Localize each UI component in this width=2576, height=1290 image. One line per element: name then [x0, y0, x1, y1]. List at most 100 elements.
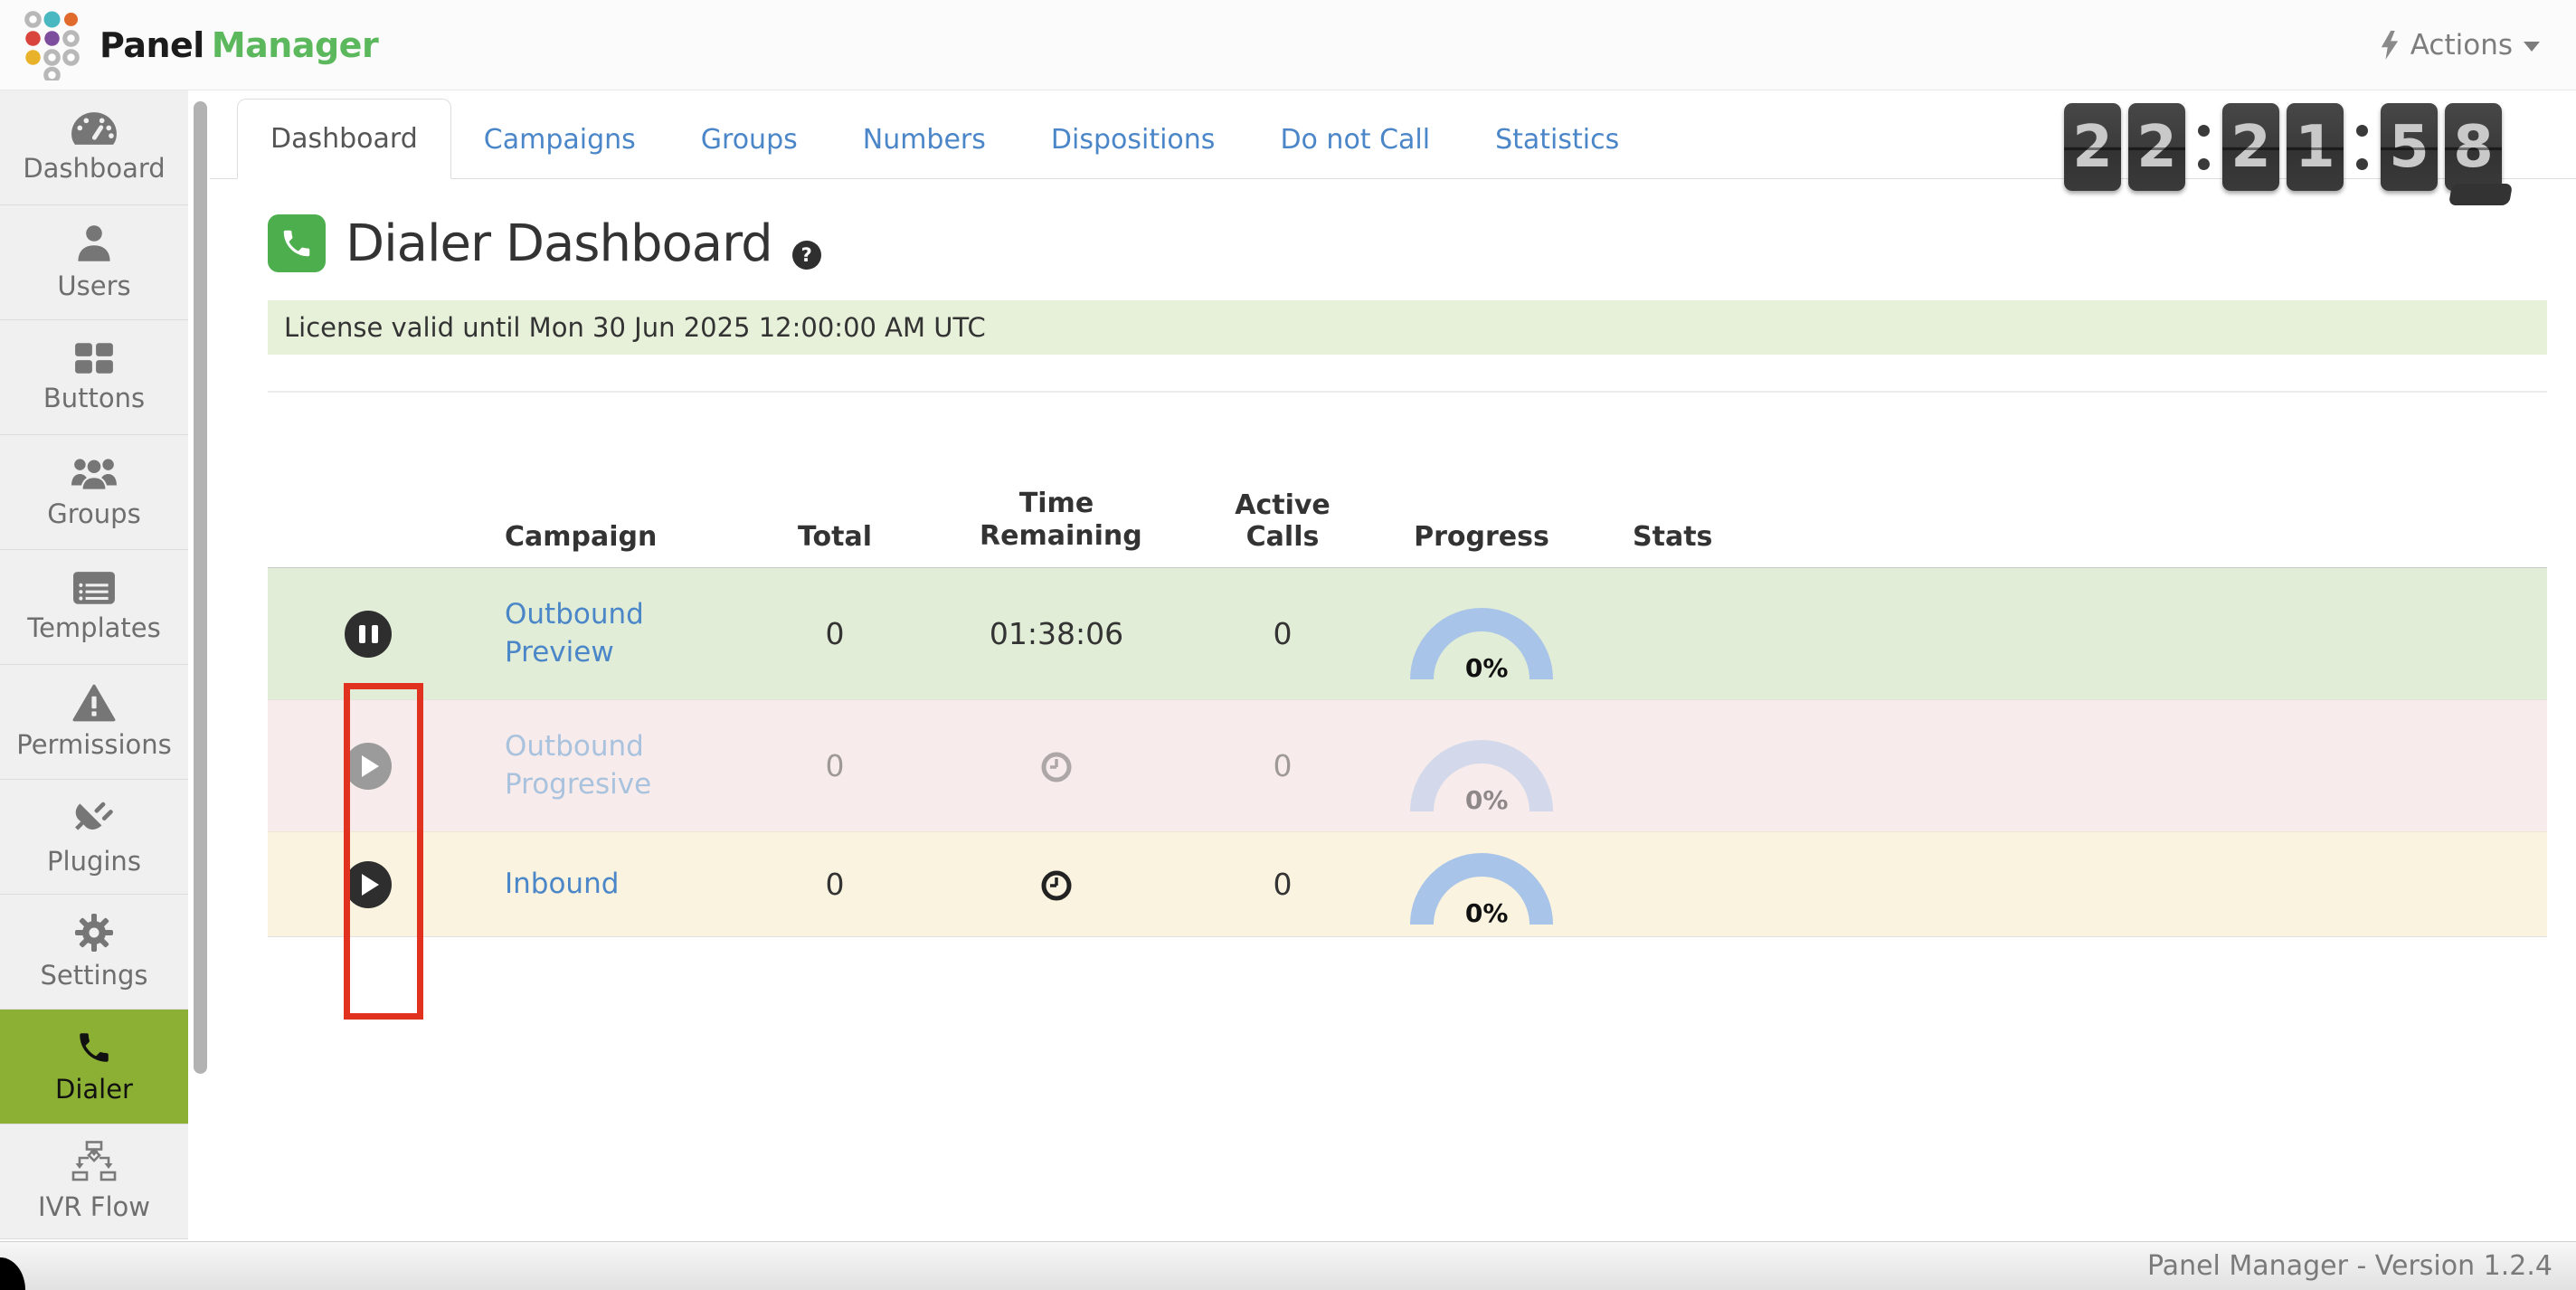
- tab-groups[interactable]: Groups: [700, 124, 798, 156]
- clock-digit: 2: [2128, 103, 2185, 191]
- sidebar-item-plugins[interactable]: Plugins: [0, 780, 188, 895]
- footer: Panel Manager - Version 1.2.4: [0, 1241, 2576, 1290]
- sidebar-item-label: Groups: [47, 498, 141, 529]
- campaign-row-outbound-preview: Outbound Preview 0 01:38:06 0 0%: [268, 567, 2547, 699]
- sidebar-item-label: Templates: [27, 612, 161, 643]
- gauge-icon: [71, 112, 117, 145]
- active-calls-value: 0: [1273, 616, 1293, 651]
- page-title: Dialer Dashboard: [346, 213, 773, 273]
- help-icon[interactable]: ?: [791, 241, 821, 270]
- sidebar-item-label: Buttons: [43, 383, 146, 413]
- clock-digit: 5: [2381, 103, 2438, 191]
- brand-primary: Panel: [99, 24, 204, 65]
- sidebar-item-label: IVR Flow: [38, 1191, 150, 1222]
- gear-icon: [75, 914, 113, 952]
- col-header-stats: Stats: [1633, 521, 1713, 553]
- sidebar-item-templates[interactable]: Templates: [0, 550, 188, 665]
- lightning-bolt-icon: [2381, 30, 2398, 60]
- campaign-link[interactable]: Outbound Preview: [505, 597, 644, 669]
- total-value: 0: [825, 748, 845, 783]
- user-icon: [78, 225, 110, 261]
- progress-gauge: 0%: [1409, 605, 1554, 683]
- total-value: 0: [825, 867, 845, 902]
- play-button[interactable]: [345, 860, 392, 908]
- section-divider: [268, 391, 2547, 393]
- clock-digit: 1: [2287, 103, 2344, 191]
- phone-badge-icon: [268, 214, 326, 272]
- active-calls-value: 0: [1273, 748, 1293, 783]
- main-content: Dashboard Campaigns Groups Numbers Dispo…: [210, 90, 2576, 1241]
- dot-grid-logo-icon: [24, 10, 80, 81]
- sidebar-item-label: Permissions: [16, 729, 172, 760]
- col-header-time-remaining: Time Remaining: [980, 488, 1142, 552]
- col-header-campaign: Campaign: [505, 521, 658, 553]
- tab-numbers[interactable]: Numbers: [862, 124, 986, 156]
- sidebar-item-label: Users: [57, 270, 131, 301]
- sidebar-item-groups[interactable]: Groups: [0, 435, 188, 550]
- sidebar-scrollbar[interactable]: [194, 101, 207, 1074]
- clock-icon: [1041, 752, 1072, 783]
- total-value: 0: [825, 616, 845, 651]
- tab-dashboard[interactable]: Dashboard: [237, 99, 451, 179]
- sidebar-item-label: Plugins: [47, 846, 141, 877]
- actions-label: Actions: [2410, 28, 2513, 62]
- sidebar-item-label: Dashboard: [23, 153, 166, 184]
- tab-bar: Dashboard Campaigns Groups Numbers Dispo…: [210, 90, 2576, 179]
- tab-campaigns[interactable]: Campaigns: [483, 124, 636, 156]
- progress-value: 0%: [1464, 652, 1509, 683]
- sidebar-item-buttons[interactable]: Buttons: [0, 320, 188, 435]
- col-header-progress: Progress: [1414, 521, 1549, 553]
- sidebar-item-ivr-flow[interactable]: IVR Flow: [0, 1124, 188, 1239]
- flowchart-icon: [71, 1141, 117, 1181]
- clock-colon: [2198, 124, 2210, 170]
- chevron-down-icon: [2524, 42, 2540, 52]
- sidebar-item-dialer[interactable]: Dialer: [0, 1010, 188, 1124]
- sidebar: Dashboard Users Buttons: [0, 90, 210, 1241]
- actions-dropdown[interactable]: Actions: [2380, 29, 2540, 62]
- plug-icon: [75, 802, 113, 830]
- countdown-clock: 2 2 2 1 5 8: [2064, 103, 2502, 191]
- sidebar-item-label: Dialer: [55, 1074, 133, 1105]
- sidebar-item-users[interactable]: Users: [0, 205, 188, 320]
- sidebar-item-label: Settings: [40, 960, 148, 991]
- col-header-total: Total: [798, 521, 872, 553]
- clock-icon: [1041, 870, 1072, 901]
- highlight-box: [344, 683, 423, 1020]
- sidebar-item-permissions[interactable]: Permissions: [0, 665, 188, 780]
- campaign-table-header: Campaign Total Time Remaining Active Cal…: [268, 393, 2547, 567]
- phone-icon: [80, 1033, 109, 1062]
- clock-digit: 8: [2445, 103, 2502, 191]
- campaign-row-outbound-progresive: Outbound Progresive 0 0 0%: [268, 699, 2547, 831]
- warning-triangle-icon: [72, 684, 116, 722]
- page-header: Dialer Dashboard ?: [268, 212, 2547, 275]
- time-remaining-value: 01:38:06: [989, 616, 1124, 651]
- play-button-disabled[interactable]: [345, 742, 392, 790]
- pause-button[interactable]: [345, 610, 392, 658]
- campaign-link[interactable]: Inbound: [505, 868, 620, 901]
- campaign-row-inbound: Inbound 0 0 0%: [268, 831, 2547, 937]
- people-icon: [71, 458, 117, 491]
- app-logo: Panel Manager: [24, 10, 379, 81]
- clock-digit: 2: [2222, 103, 2279, 191]
- active-calls-value: 0: [1273, 867, 1293, 902]
- clock-colon: [2356, 124, 2368, 170]
- play-icon: [362, 873, 379, 896]
- progress-value: 0%: [1464, 784, 1509, 815]
- top-bar: Panel Manager Actions: [0, 0, 2576, 90]
- progress-gauge: 0%: [1409, 737, 1554, 815]
- grid-icon: [75, 343, 113, 374]
- version-text: Panel Manager - Version 1.2.4: [2146, 1250, 2552, 1282]
- sidebar-item-dashboard[interactable]: Dashboard: [0, 90, 188, 205]
- progress-gauge: 0%: [1409, 850, 1554, 928]
- list-card-icon: [73, 572, 115, 604]
- tab-dispositions[interactable]: Dispositions: [1050, 124, 1216, 156]
- brand-secondary: Manager: [211, 24, 379, 65]
- col-header-active-calls: Active Calls: [1235, 489, 1331, 553]
- tab-do-not-call[interactable]: Do not Call: [1280, 124, 1431, 156]
- campaign-link[interactable]: Outbound Progresive: [505, 729, 652, 801]
- clock-digit: 2: [2064, 103, 2121, 191]
- play-icon: [362, 754, 379, 777]
- progress-value: 0%: [1464, 897, 1509, 928]
- tab-statistics[interactable]: Statistics: [1495, 124, 1620, 156]
- sidebar-item-settings[interactable]: Settings: [0, 895, 188, 1010]
